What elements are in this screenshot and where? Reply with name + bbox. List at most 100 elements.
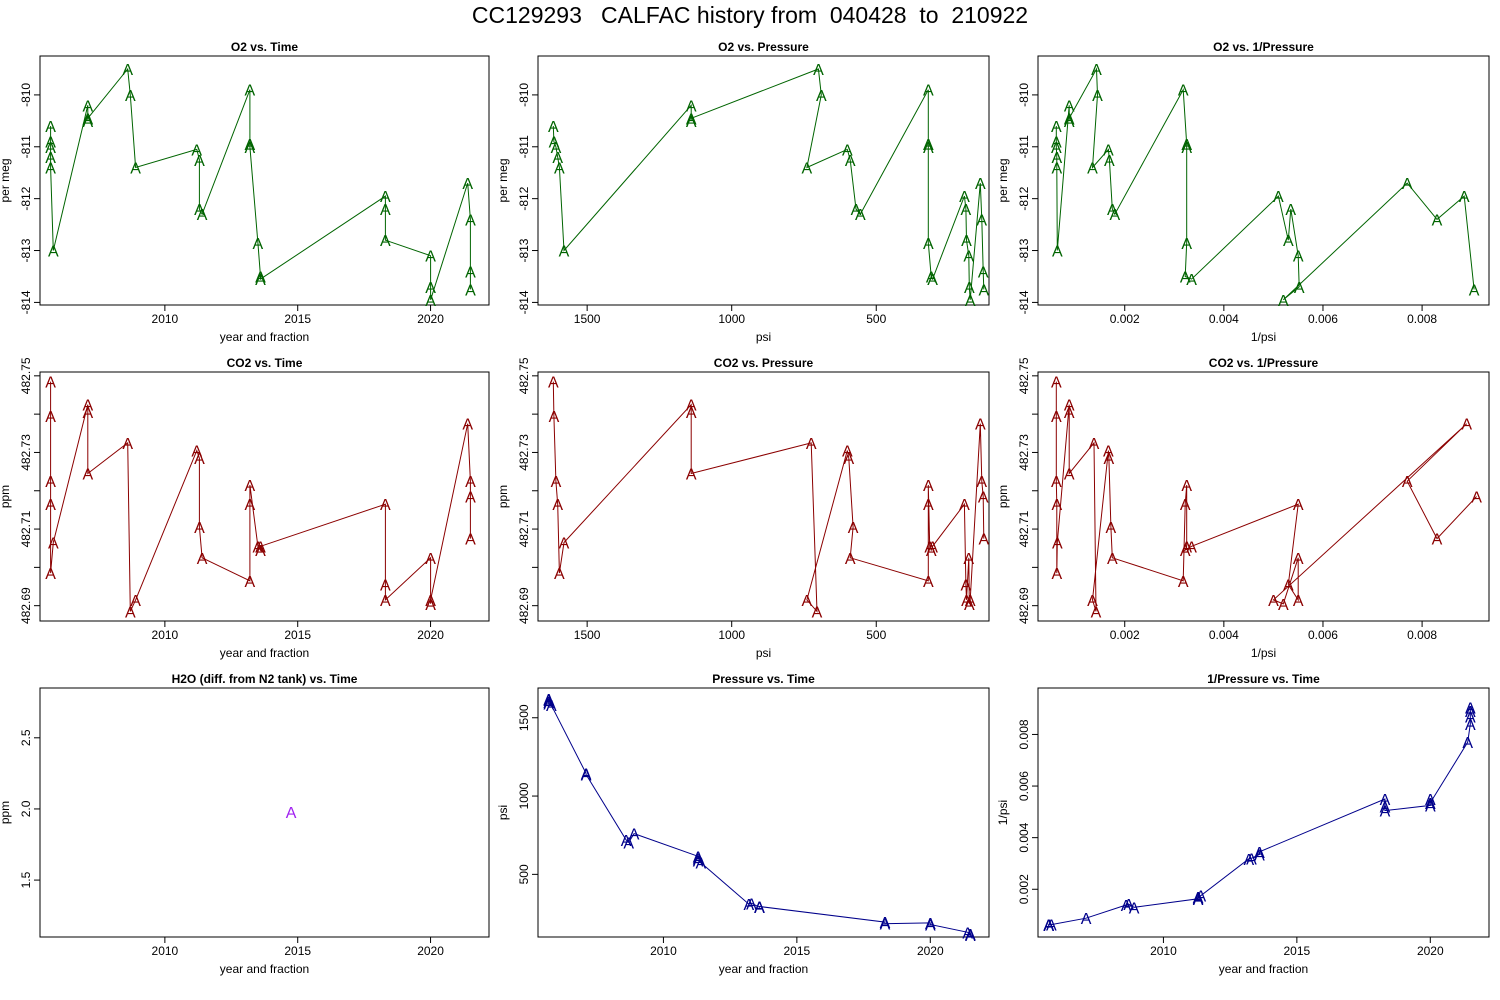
data-point: A <box>551 474 562 491</box>
data-point: A <box>963 551 974 568</box>
x-tick-label: 2020 <box>417 628 444 642</box>
data-point: A <box>1380 804 1391 821</box>
data-point: A <box>425 280 436 297</box>
y-tick-label: -813 <box>517 238 531 262</box>
data-point: A <box>1465 700 1476 717</box>
data-point: A <box>549 135 560 152</box>
data-point: A <box>1469 282 1480 299</box>
data-point: A <box>462 176 473 193</box>
data-point: A <box>194 202 205 219</box>
x-axis-label: 1/psi <box>1251 646 1276 660</box>
data-point: A <box>1193 890 1204 907</box>
data-point: A <box>1268 593 1279 610</box>
data-point: A <box>1180 497 1191 514</box>
data-point: A <box>1106 520 1117 537</box>
data-point: A <box>82 405 93 422</box>
chart-title: CO2 vs. 1/Pressure <box>1209 356 1319 370</box>
x-tick-label: 500 <box>866 312 886 326</box>
data-point: A <box>559 244 570 261</box>
data-point: A <box>961 202 972 219</box>
data-point: A <box>812 604 823 621</box>
data-point: A <box>245 83 256 100</box>
data-point: A <box>925 917 936 934</box>
chart-panel: CO2 vs. Pressure 1500 1000 500 482.69 482.71 4… <box>496 356 990 660</box>
y-tick-label: 482.75 <box>19 357 33 394</box>
data-point: A <box>1425 798 1436 815</box>
data-point: A <box>548 119 559 136</box>
y-tick-label: 2.5 <box>19 729 33 746</box>
data-point: A <box>1195 889 1206 906</box>
data-point: A <box>621 833 632 850</box>
data-point: A <box>425 249 436 266</box>
data-point: A <box>380 497 391 514</box>
data-point: A <box>880 915 891 932</box>
data-point: A <box>686 405 697 422</box>
data-point: A <box>754 900 765 917</box>
data-point: A <box>559 535 570 552</box>
data-point: A <box>122 62 133 79</box>
x-tick-label: 0.006 <box>1308 312 1338 326</box>
data-point: A <box>48 244 59 261</box>
y-tick-label: -814 <box>517 290 531 314</box>
data-point: A <box>1180 543 1191 560</box>
data-point: A <box>1254 847 1265 864</box>
data-point: A <box>45 566 56 583</box>
y-tick-label: -812 <box>1017 186 1031 210</box>
data-point: A <box>1178 574 1189 591</box>
y-axis-label: per meg <box>496 158 510 202</box>
x-tick-label: 0.002 <box>1110 312 1140 326</box>
chart-title: H2O (diff. from N2 tank) vs. Time <box>172 672 358 686</box>
data-point: A <box>964 597 975 614</box>
chart-title: O2 vs. 1/Pressure <box>1213 40 1314 54</box>
data-point: A <box>1465 704 1476 721</box>
data-point: A <box>1293 497 1304 514</box>
data-point: A <box>1087 161 1098 178</box>
data-point: A <box>1064 114 1075 131</box>
plot-frame <box>1037 687 1490 938</box>
data-point: A <box>1104 451 1115 468</box>
data-point: A <box>927 272 938 289</box>
data-point: A <box>543 695 554 712</box>
data-point: A <box>813 62 824 79</box>
data-point: A <box>425 551 436 568</box>
data-point: A <box>754 899 765 916</box>
data-point: A <box>1293 593 1304 610</box>
data-point: A <box>245 137 256 154</box>
y-tick-label: 2.0 <box>19 800 33 817</box>
data-point: A <box>1051 150 1062 167</box>
data-point: A <box>253 236 264 253</box>
data-point: A <box>82 398 93 415</box>
data-point: A <box>926 543 937 560</box>
data-point: A <box>623 835 634 852</box>
data-point: A <box>806 436 817 453</box>
y-tick-label: 482.69 <box>517 587 531 624</box>
data-point: A <box>380 233 391 250</box>
data-point: A <box>552 497 563 514</box>
data-point: A <box>581 767 592 784</box>
x-tick-label: 2020 <box>417 944 444 958</box>
x-tick-label: 2015 <box>784 944 811 958</box>
data-point: A <box>686 398 697 415</box>
data-point: A <box>978 532 989 549</box>
x-tick-label: 2015 <box>1284 944 1311 958</box>
x-tick-label: 500 <box>866 628 886 642</box>
data-point: A <box>926 269 937 286</box>
data-point: A <box>45 474 56 491</box>
data-point: A <box>1471 490 1482 507</box>
data-point: A <box>194 451 205 468</box>
data-point: A <box>125 604 136 621</box>
y-tick-label: 482.73 <box>517 434 531 471</box>
data-point: A <box>45 135 56 152</box>
y-tick-label: -813 <box>19 238 33 262</box>
x-tick-label: 0.008 <box>1407 312 1437 326</box>
data-point: A <box>1087 593 1098 610</box>
chart-panel: Pressure vs. Time 2010 2015 2020 500 1000 1500… <box>496 672 990 976</box>
plot-frame <box>39 687 490 938</box>
data-point: A <box>965 593 976 610</box>
x-tick-label: 2010 <box>152 628 179 642</box>
data-point: A <box>1425 796 1436 813</box>
data-point: A <box>581 766 592 783</box>
x-tick-label: 0.002 <box>1110 628 1140 642</box>
data-point: A <box>961 233 972 250</box>
